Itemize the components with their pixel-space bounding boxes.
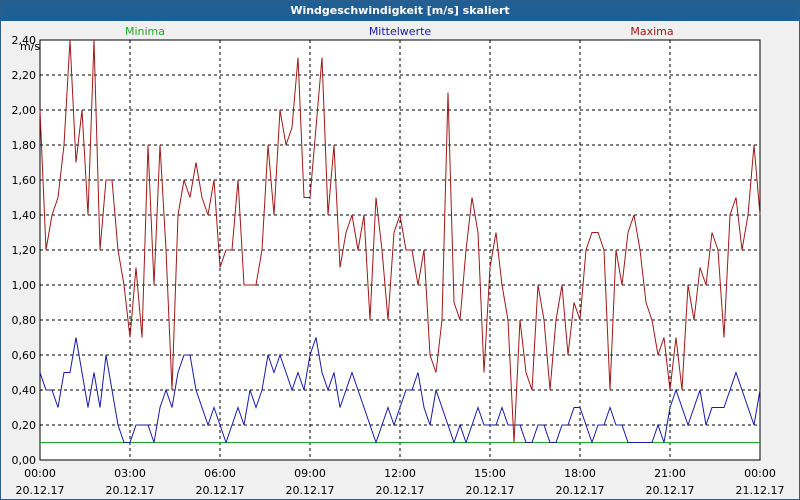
x-tick-time: 00:00 <box>24 467 56 480</box>
x-tick-time: 18:00 <box>564 467 596 480</box>
x-tick-time: 03:00 <box>114 467 146 480</box>
y-tick-label: 1,60 <box>12 174 37 187</box>
y-tick-label: 1,40 <box>12 209 37 222</box>
y-tick-label: 0,80 <box>12 314 37 327</box>
legend-minima: Minima <box>125 25 165 38</box>
series-line-mittelwerte <box>39 337 761 445</box>
y-axis-ticks: 0,00 0,20 0,40 0,60 0,80 1,00 1,20 1,40 1,60 1,80… <box>12 34 37 467</box>
legend-mittelwerte: Mittelwerte <box>369 25 432 38</box>
y-tick-label: 0,40 <box>12 384 37 397</box>
x-tick-date: 20.12.17 <box>376 484 425 497</box>
y-tick-label: 2,40 <box>12 34 37 47</box>
x-tick-date: 20.12.17 <box>646 484 695 497</box>
y-tick-label: 0,00 <box>12 454 37 467</box>
legend-maxima: Maxima <box>630 25 673 38</box>
x-tick-time: 21:00 <box>654 467 686 480</box>
y-axis-unit: m/s <box>20 40 40 53</box>
series-line-maxima <box>39 39 761 443</box>
x-tick-date: 20.12.17 <box>556 484 605 497</box>
window-title: Windgeschwindigkeit [m/s] skaliert <box>1 1 799 21</box>
x-tick-time: 06:00 <box>204 467 236 480</box>
x-tick-time: 09:00 <box>294 467 326 480</box>
x-axis-ticks: 00:00 20.12.17 03:00 20.12.17 06:00 20.12.17 0… <box>16 467 785 497</box>
x-tick-date: 20.12.17 <box>16 484 65 497</box>
x-tick-date: 20.12.17 <box>286 484 335 497</box>
x-tick-time: 15:00 <box>474 467 506 480</box>
y-tick-label: 0,20 <box>12 419 37 432</box>
x-tick-time: 12:00 <box>384 467 416 480</box>
y-tick-label: 2,00 <box>12 104 37 117</box>
grid-lines <box>40 40 760 460</box>
series-layer <box>39 39 761 445</box>
y-tick-label: 1,80 <box>12 139 37 152</box>
y-tick-label: 0,60 <box>12 349 37 362</box>
y-tick-label: 1,20 <box>12 244 37 257</box>
x-tick-date: 21.12.17 <box>736 484 785 497</box>
x-tick-date: 20.12.17 <box>106 484 155 497</box>
x-tick-date: 20.12.17 <box>196 484 245 497</box>
x-tick-time: 00:00 <box>744 467 776 480</box>
y-tick-label: 1,00 <box>12 279 37 292</box>
y-tick-label: 2,20 <box>12 69 37 82</box>
x-tick-date: 20.12.17 <box>466 484 515 497</box>
